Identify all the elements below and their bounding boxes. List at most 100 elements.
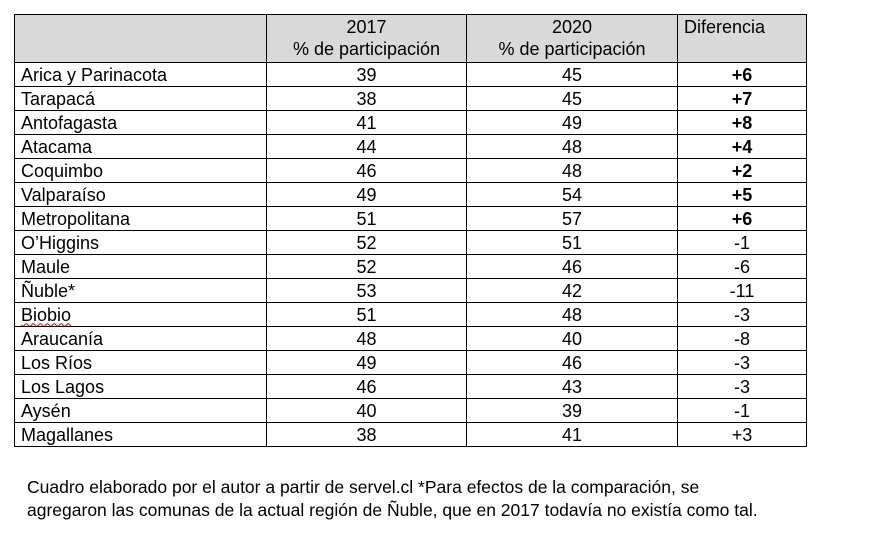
participation-table: 2017 % de participación 2020 % de partic… (14, 14, 807, 447)
header-difference: Diferencia (677, 14, 807, 63)
header-2020-subtitle: % de participación (498, 39, 646, 59)
participation-2020-cell: 41 (466, 422, 678, 447)
header-2020: 2020 % de participación (466, 14, 678, 63)
participation-2017-cell: 53 (266, 278, 467, 303)
participation-2020-cell-text: 45 (561, 88, 583, 109)
participation-2020-cell-text: 57 (561, 208, 583, 229)
difference-cell: -3 (677, 302, 807, 327)
table-row: Magallanes 38 41 +3 (14, 422, 807, 447)
difference-cell: -1 (677, 398, 807, 423)
region-cell-text: Metropolitana (21, 208, 131, 229)
difference-cell: +7 (677, 86, 807, 111)
footnote-line-2: agregaron las comunas de la actual regió… (27, 500, 758, 520)
region-cell-text: Antofagasta (21, 112, 118, 133)
difference-cell: +2 (677, 158, 807, 183)
table-row: Los Ríos 49 46 -3 (14, 350, 807, 375)
participation-2020-cell: 48 (466, 134, 678, 159)
participation-2020-cell-text: 48 (561, 160, 583, 181)
participation-2017-cell: 38 (266, 422, 467, 447)
region-cell: Atacama (14, 134, 267, 159)
participation-2017-cell-text: 51 (356, 304, 377, 325)
table-header: 2017 % de participación 2020 % de partic… (14, 14, 807, 63)
participation-2020-cell-text: 46 (561, 256, 583, 277)
participation-2020-cell: 43 (466, 374, 678, 399)
region-cell: Aysén (14, 398, 267, 423)
participation-2017-cell-text: 40 (356, 400, 377, 421)
region-cell: Coquimbo (14, 158, 267, 183)
participation-2017-cell-text: 41 (356, 112, 377, 133)
table-row: Coquimbo 46 48 +2 (14, 158, 807, 183)
participation-2017-cell: 46 (266, 374, 467, 399)
table-row: Los Lagos 46 43 -3 (14, 374, 807, 399)
participation-2017-cell-text: 53 (356, 280, 377, 301)
region-cell: Los Ríos (14, 350, 267, 375)
table-row: Atacama 44 48 +4 (14, 134, 807, 159)
region-cell: Los Lagos (14, 374, 267, 399)
region-cell-text: Aysén (21, 400, 71, 421)
participation-2017-cell: 41 (266, 110, 467, 135)
difference-cell-text: -3 (733, 352, 750, 373)
difference-cell: -11 (677, 278, 807, 303)
difference-cell-text: +8 (731, 112, 753, 133)
region-cell-text: O’Higgins (21, 232, 100, 253)
difference-cell: -1 (677, 230, 807, 255)
participation-2017-cell-text: 48 (356, 328, 377, 349)
participation-2020-cell-text: 39 (561, 400, 583, 421)
participation-2020-cell-text: 41 (561, 424, 583, 445)
difference-cell: +6 (677, 62, 807, 87)
participation-2020-cell-text: 40 (561, 328, 583, 349)
table-row: Maule 52 46 -6 (14, 254, 807, 279)
participation-2020-cell: 45 (466, 86, 678, 111)
region-cell-text: Valparaíso (21, 184, 106, 205)
participation-2017-cell: 46 (266, 158, 467, 183)
table-row: O’Higgins 52 51 -1 (14, 230, 807, 255)
difference-cell-text: +2 (731, 160, 753, 181)
header-2020-year: 2020 (551, 17, 593, 37)
difference-cell-text: -3 (733, 376, 750, 397)
participation-2017-cell-text: 46 (356, 160, 377, 181)
region-cell: Biobio (14, 302, 267, 327)
difference-cell-text: +3 (731, 424, 753, 445)
region-cell: Magallanes (14, 422, 267, 447)
difference-cell: +6 (677, 206, 807, 231)
participation-2020-cell-text: 45 (561, 64, 583, 85)
participation-2020-cell: 48 (466, 158, 678, 183)
difference-cell: +5 (677, 182, 807, 207)
participation-2017-cell-text: 49 (356, 352, 377, 373)
participation-2017-cell-text: 38 (356, 424, 377, 445)
region-cell-text: Atacama (21, 136, 93, 157)
participation-2020-cell-text: 54 (561, 184, 583, 205)
participation-2020-cell-text: 48 (561, 304, 583, 325)
participation-2017-cell: 52 (266, 230, 467, 255)
difference-cell-text: -1 (733, 400, 750, 421)
difference-cell: -6 (677, 254, 807, 279)
region-cell-text: Maule (21, 256, 71, 277)
participation-2017-cell-text: 52 (356, 232, 377, 253)
region-cell-text: Arica y Parinacota (21, 64, 168, 85)
participation-2017-cell-text: 38 (356, 88, 377, 109)
region-cell: Arica y Parinacota (14, 62, 267, 87)
difference-cell: -8 (677, 326, 807, 351)
region-cell: Ñuble* (14, 278, 267, 303)
participation-2017-cell: 44 (266, 134, 467, 159)
participation-2017-cell-text: 39 (356, 64, 377, 85)
table-row: Biobio 51 48 -3 (14, 302, 807, 327)
header-2017-subtitle: % de participación (292, 39, 441, 59)
participation-2017-cell: 51 (266, 302, 467, 327)
difference-cell: +8 (677, 110, 807, 135)
participation-2020-cell-text: 51 (561, 232, 583, 253)
participation-2017-cell-text: 49 (356, 184, 377, 205)
difference-cell-text: +4 (731, 136, 753, 157)
difference-cell-text: +6 (731, 208, 753, 229)
region-cell: Antofagasta (14, 110, 267, 135)
participation-2020-cell: 54 (466, 182, 678, 207)
header-row: 2017 % de participación 2020 % de partic… (14, 14, 807, 63)
region-cell-text: Biobio (21, 304, 72, 325)
participation-2020-cell: 42 (466, 278, 678, 303)
participation-2017-cell: 38 (266, 86, 467, 111)
difference-cell-text: +7 (731, 88, 753, 109)
participation-2017-cell: 51 (266, 206, 467, 231)
difference-cell-text: -8 (733, 328, 750, 349)
table-body: Arica y Parinacota 39 45 +6 Tarapacá 38 45 +7 An… (14, 62, 807, 447)
difference-cell: +3 (677, 422, 807, 447)
